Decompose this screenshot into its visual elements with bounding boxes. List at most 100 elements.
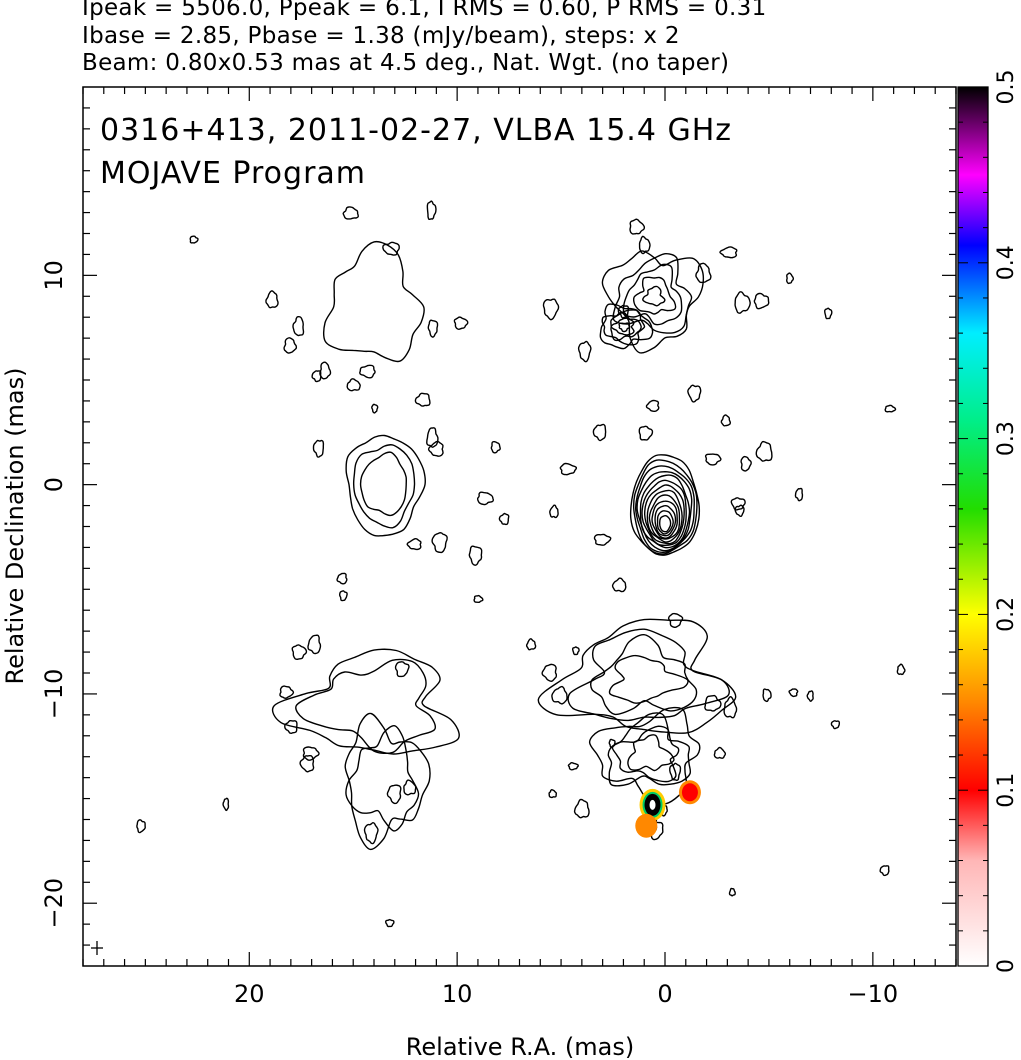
x-tick-label: 10 (442, 980, 473, 1008)
header-line-1: Ipeak = 5506.0, Ppeak = 6.1, I RMS = 0.6… (82, 0, 767, 21)
colorbar-tick-label: 0.3 (994, 421, 1019, 456)
x-axis-ticks: 20 10 0 −10 (82, 87, 957, 1008)
contour-line (426, 427, 439, 448)
contour-line (291, 644, 308, 661)
contour-line (312, 439, 325, 458)
contour-line (406, 538, 422, 551)
source-contours (542, 218, 770, 413)
contour-line (608, 738, 616, 749)
contour-line (284, 719, 298, 735)
contour-line (656, 510, 674, 535)
contour-line (618, 322, 631, 333)
contour-line (608, 654, 689, 704)
x-tick-label: −10 (848, 980, 899, 1008)
contour-line (669, 762, 682, 782)
contour-line (641, 479, 687, 547)
contour-line (541, 663, 558, 682)
contour-line (704, 453, 722, 466)
contour-layer (136, 200, 906, 928)
colorbar-ticks: 0 0.1 0.2 0.3 0.4 0.5 (958, 70, 1019, 973)
contour-line (490, 440, 501, 454)
contour-line (786, 272, 795, 285)
beam-marker (91, 941, 103, 955)
contour-line (222, 797, 230, 812)
contour-line (426, 200, 437, 221)
contour-line (687, 384, 702, 403)
contour-line (427, 319, 439, 338)
contour-line (283, 337, 298, 354)
contour-line (311, 370, 322, 383)
contour-line (879, 865, 890, 877)
contour-line (610, 317, 635, 336)
contour-line (593, 533, 612, 546)
contour-line (427, 440, 444, 457)
contour-line (645, 399, 660, 413)
contour-line (302, 746, 320, 761)
contour-line (307, 634, 322, 655)
contour-line (654, 504, 677, 537)
contour-line (345, 725, 420, 832)
contour-line (295, 658, 437, 755)
contour-line (884, 404, 897, 413)
contour-line (431, 532, 448, 554)
contour-line (611, 725, 680, 783)
contour-line (806, 690, 814, 702)
contour-line (551, 685, 568, 705)
contour-line (336, 572, 348, 585)
contour-line (632, 459, 698, 555)
y-tick-label: 10 (40, 260, 68, 291)
colorbar (957, 86, 989, 967)
contour-line (646, 489, 683, 543)
contour-line (639, 474, 691, 549)
x-tick-label: 0 (657, 980, 672, 1008)
contour-line (588, 706, 701, 806)
source-contours (537, 612, 738, 841)
contour-line (573, 798, 590, 819)
contour-line (601, 250, 705, 354)
polarization-layer (635, 780, 701, 838)
contour-line (549, 504, 559, 519)
contour-line (346, 378, 361, 392)
contour-line (667, 612, 684, 629)
source-contours (265, 200, 469, 407)
contour-line (723, 696, 738, 719)
contour-line (632, 276, 677, 315)
contour-line (720, 414, 732, 427)
contour-line (271, 648, 460, 755)
contour-line (359, 451, 408, 517)
contour-line (363, 821, 379, 845)
contour-line (542, 298, 560, 321)
contour-line (589, 633, 698, 716)
plot-subtitle: MOJAVE Program (100, 156, 366, 191)
y-tick-label: 0 (40, 477, 68, 492)
contour-line (468, 545, 483, 566)
source-contours (271, 634, 460, 851)
contour-line (265, 290, 279, 309)
contour-line (592, 423, 607, 442)
contour-line (384, 918, 395, 928)
contour-line (189, 235, 199, 244)
plot-frame (82, 86, 957, 967)
contour-line (414, 392, 431, 407)
contour-line (567, 761, 579, 771)
contour-line (136, 819, 146, 834)
x-tick-label: 20 (234, 980, 265, 1008)
contour-line (740, 455, 752, 472)
contour-line (525, 638, 537, 651)
source-contours (312, 364, 501, 566)
contour-line (453, 316, 469, 331)
x-axis-label: Relative R.A. (mas) (406, 1033, 634, 1060)
colorbar-tick-label: 0.4 (994, 245, 1019, 280)
contour-line (642, 285, 666, 307)
contour-line (713, 746, 727, 759)
contour-line (299, 754, 315, 773)
colorbar-tick-label: 0 (994, 959, 1019, 973)
contour-line (629, 454, 701, 556)
header-line-3: Beam: 0.80x0.53 mas at 4.5 deg., Nat. Wg… (82, 50, 730, 76)
contour-line (403, 779, 417, 796)
contour-line (719, 246, 738, 259)
colorbar-tick-label: 0.1 (994, 773, 1019, 808)
contour-line (638, 425, 654, 441)
contour-line (695, 262, 712, 284)
y-axis-label: Relative Declination (mas) (1, 367, 29, 684)
